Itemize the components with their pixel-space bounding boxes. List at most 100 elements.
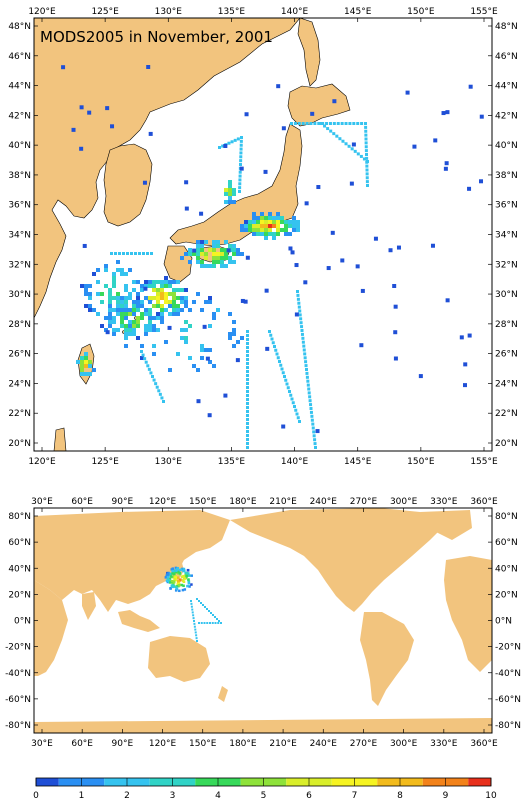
observation-cell: [116, 260, 120, 264]
observation-cell: [152, 316, 156, 320]
ship-track-cell: [275, 352, 279, 356]
colorbar-segment: [127, 778, 150, 786]
observation-cell: [412, 144, 417, 149]
observation-cell: [204, 264, 208, 268]
observation-cell: [148, 316, 152, 320]
observation-cell: [288, 220, 292, 224]
ship-track-cell: [236, 137, 240, 141]
observation-cell: [164, 340, 168, 344]
regional-top-label: 150°E: [407, 7, 435, 17]
ship-track-cell: [140, 350, 143, 353]
colorbar: 0 1 2 3 4 5 6 7 8 9 10: [33, 777, 497, 801]
ship-track-cell: [311, 426, 315, 430]
ship-track-cell: [200, 602, 202, 604]
observation-cell: [87, 110, 92, 115]
ship-track-cell: [209, 622, 211, 624]
observation-cell: [180, 575, 184, 579]
observation-cell: [228, 196, 232, 200]
ship-track-cell: [238, 174, 242, 178]
observation-cell: [264, 236, 268, 240]
observation-cell: [304, 201, 309, 206]
observation-cell: [326, 266, 331, 271]
observation-cell: [108, 324, 112, 328]
observation-cell: [84, 284, 88, 288]
observation-cell: [143, 286, 148, 291]
observation-cell: [232, 252, 236, 256]
observation-cell: [355, 264, 360, 269]
regional-left-label: 22°N: [8, 409, 31, 419]
global-top-label: 330°E: [430, 497, 458, 507]
observation-cell: [268, 228, 272, 232]
ship-track-cell: [246, 434, 249, 437]
observation-cell: [92, 368, 96, 372]
observation-cell: [116, 328, 120, 332]
observation-cell: [152, 304, 156, 308]
observation-cell: [152, 352, 156, 356]
observation-cell: [120, 308, 124, 312]
observation-cell: [212, 256, 216, 260]
observation-cell: [144, 296, 148, 300]
ship-track-cell: [312, 430, 316, 434]
observation-cell: [200, 348, 204, 352]
ship-track-cell: [198, 622, 200, 624]
colorbar-label: 5: [261, 791, 267, 801]
observation-cell: [256, 220, 260, 224]
global-bottom-label: 120°E: [149, 739, 177, 749]
observation-cell: [108, 292, 112, 296]
observation-cell: [128, 312, 132, 316]
colorbar-segment: [309, 778, 332, 786]
observation-cell: [148, 284, 152, 288]
observation-cell: [80, 368, 84, 372]
observation-cell: [110, 124, 115, 129]
regional-right-label: 38°N: [495, 171, 518, 181]
observation-cell: [292, 220, 296, 224]
ship-track-cell: [326, 127, 330, 131]
regional-right-label: 28°N: [495, 320, 518, 330]
observation-cell: [160, 288, 164, 292]
ship-track-cell: [329, 129, 333, 133]
observation-cell: [260, 216, 264, 220]
observation-cell: [187, 580, 191, 583]
global-bottom-label: 150°E: [189, 739, 217, 749]
ship-track-cell: [239, 143, 243, 147]
observation-cell: [168, 280, 172, 284]
ship-track-cell: [122, 252, 125, 255]
ship-track-cell: [217, 622, 220, 624]
ship-track-cell: [191, 611, 194, 614]
observation-cell: [108, 304, 112, 308]
observation-cell: [124, 288, 128, 292]
global-top-label: 360°E: [470, 497, 498, 507]
regional-left-label: 38°N: [8, 171, 31, 181]
ship-track-cell: [194, 628, 197, 631]
observation-cell: [156, 316, 160, 320]
ship-track-cell: [307, 391, 311, 395]
observation-cell: [228, 188, 232, 192]
observation-cell: [170, 579, 174, 583]
observation-cell: [232, 260, 236, 264]
observation-cell: [268, 220, 272, 224]
ship-track-cell: [246, 418, 249, 421]
observation-cell: [79, 146, 84, 151]
colorbar-label: 10: [485, 791, 497, 801]
observation-cell: [112, 316, 116, 320]
observation-cell: [171, 567, 175, 570]
global-top-label: 90°E: [112, 497, 134, 507]
observation-cell: [188, 308, 192, 312]
ship-track-cell: [338, 137, 342, 141]
observation-cell: [280, 220, 284, 224]
ship-track-cell: [299, 317, 303, 321]
observation-cell: [260, 212, 264, 216]
ship-track-cell: [296, 290, 299, 293]
observation-cell: [140, 300, 144, 304]
observation-cell: [360, 288, 365, 293]
ship-track-cell: [227, 141, 231, 145]
global-left-label: 80°N: [8, 512, 31, 522]
ship-track-cell: [307, 387, 311, 391]
ship-track-cell: [309, 410, 313, 414]
ship-track-cell: [192, 614, 195, 617]
observation-cell: [144, 328, 148, 332]
ship-track-cell: [298, 420, 301, 423]
observation-cell: [276, 224, 280, 228]
ship-track-cell: [309, 403, 313, 407]
